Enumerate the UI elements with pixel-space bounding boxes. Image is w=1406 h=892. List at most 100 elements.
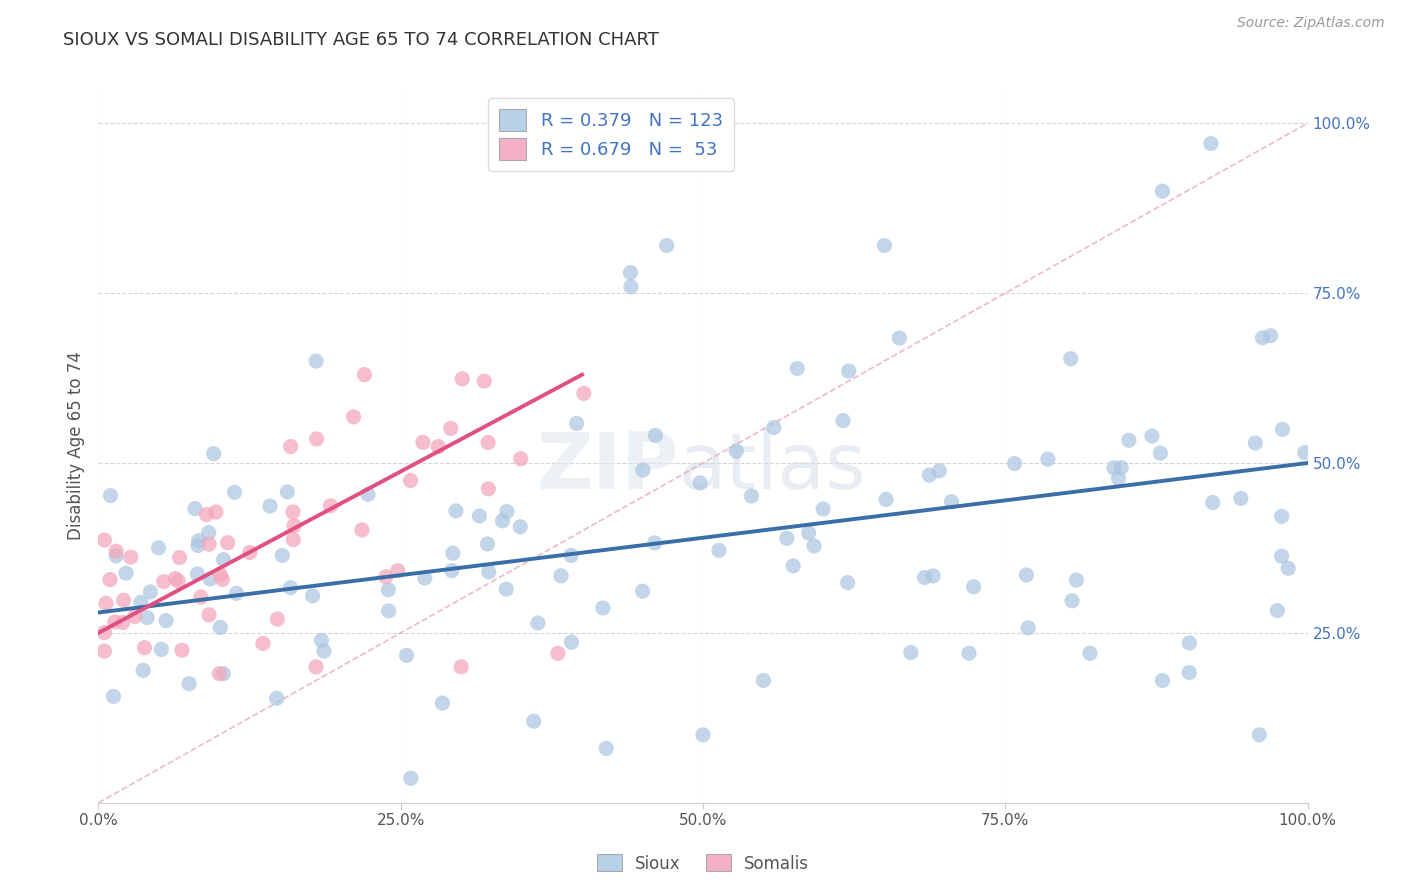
Point bbox=[619, 266, 641, 280]
Point bbox=[689, 475, 711, 490]
Point bbox=[941, 494, 963, 508]
Point bbox=[198, 537, 221, 551]
Point bbox=[444, 504, 467, 518]
Point bbox=[441, 546, 464, 560]
Point bbox=[152, 574, 174, 589]
Point bbox=[93, 533, 115, 547]
Point bbox=[217, 535, 239, 549]
Point bbox=[620, 279, 643, 293]
Point bbox=[1107, 471, 1129, 485]
Point bbox=[399, 474, 422, 488]
Point bbox=[312, 644, 335, 658]
Point bbox=[136, 610, 159, 624]
Point bbox=[104, 615, 127, 629]
Point bbox=[440, 564, 463, 578]
Point bbox=[266, 612, 288, 626]
Point bbox=[186, 566, 208, 581]
Point bbox=[112, 593, 135, 607]
Point bbox=[1109, 460, 1132, 475]
Point bbox=[132, 664, 155, 678]
Point bbox=[212, 666, 235, 681]
Point bbox=[918, 468, 941, 483]
Point bbox=[1270, 549, 1292, 564]
Point bbox=[478, 565, 501, 579]
Point bbox=[1140, 429, 1163, 443]
Point bbox=[595, 741, 617, 756]
Point bbox=[165, 572, 187, 586]
Point bbox=[832, 413, 855, 427]
Point bbox=[477, 537, 499, 551]
Point bbox=[211, 573, 233, 587]
Point bbox=[374, 570, 396, 584]
Point bbox=[1244, 436, 1267, 450]
Point bbox=[399, 771, 422, 785]
Point bbox=[432, 696, 454, 710]
Point bbox=[305, 660, 328, 674]
Point bbox=[205, 505, 228, 519]
Point bbox=[167, 574, 190, 588]
Point bbox=[319, 499, 342, 513]
Point bbox=[413, 571, 436, 585]
Point bbox=[1017, 621, 1039, 635]
Point bbox=[782, 558, 804, 573]
Point bbox=[353, 368, 375, 382]
Point bbox=[342, 409, 364, 424]
Text: Source: ZipAtlas.com: Source: ZipAtlas.com bbox=[1237, 16, 1385, 30]
Point bbox=[495, 582, 517, 596]
Point bbox=[1178, 636, 1201, 650]
Point bbox=[740, 489, 762, 503]
Point bbox=[224, 485, 246, 500]
Point bbox=[922, 569, 945, 583]
Point bbox=[889, 331, 911, 345]
Point bbox=[1271, 422, 1294, 436]
Point bbox=[1102, 461, 1125, 475]
Legend: R = 0.379   N = 123, R = 0.679   N =  53: R = 0.379 N = 123, R = 0.679 N = 53 bbox=[488, 98, 734, 171]
Point bbox=[301, 589, 323, 603]
Point bbox=[1066, 573, 1088, 587]
Point bbox=[1251, 331, 1274, 345]
Point bbox=[1118, 434, 1140, 448]
Point bbox=[100, 489, 122, 503]
Point bbox=[1199, 136, 1222, 151]
Point bbox=[198, 607, 221, 622]
Point bbox=[202, 447, 225, 461]
Point bbox=[280, 440, 302, 454]
Text: ZIP: ZIP bbox=[537, 429, 679, 506]
Point bbox=[496, 504, 519, 518]
Point bbox=[169, 550, 191, 565]
Point bbox=[259, 499, 281, 513]
Point bbox=[762, 420, 785, 434]
Point bbox=[184, 501, 207, 516]
Point bbox=[837, 575, 859, 590]
Point bbox=[305, 354, 328, 368]
Point bbox=[725, 444, 748, 458]
Point bbox=[644, 428, 666, 442]
Point bbox=[1277, 561, 1299, 575]
Point bbox=[838, 364, 860, 378]
Point bbox=[283, 518, 305, 533]
Point bbox=[98, 573, 121, 587]
Point bbox=[209, 620, 232, 634]
Point bbox=[283, 533, 305, 547]
Point bbox=[1294, 445, 1316, 459]
Point bbox=[509, 520, 531, 534]
Point bbox=[1249, 728, 1271, 742]
Point bbox=[631, 463, 654, 477]
Point bbox=[560, 549, 582, 563]
Point bbox=[655, 238, 678, 252]
Point bbox=[1202, 495, 1225, 509]
Point bbox=[195, 508, 218, 522]
Point bbox=[252, 636, 274, 650]
Point bbox=[523, 714, 546, 729]
Point bbox=[527, 615, 550, 630]
Point bbox=[550, 568, 572, 582]
Point bbox=[276, 484, 298, 499]
Point bbox=[115, 566, 138, 580]
Point bbox=[692, 728, 714, 742]
Point bbox=[491, 514, 513, 528]
Point bbox=[1152, 673, 1174, 688]
Point bbox=[644, 536, 666, 550]
Point bbox=[198, 572, 221, 586]
Point bbox=[873, 238, 896, 252]
Point bbox=[225, 586, 247, 600]
